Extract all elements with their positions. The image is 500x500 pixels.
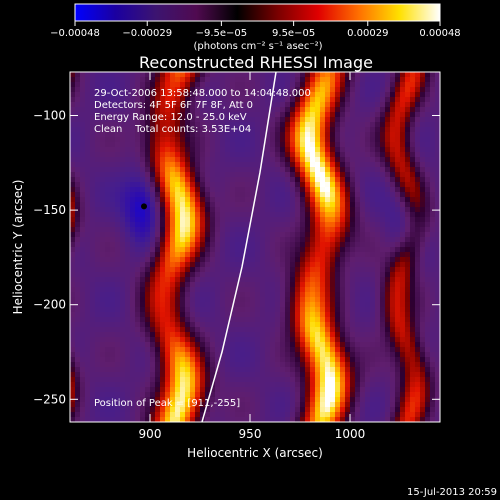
colorbar-tick-label: 9.5e−05 <box>272 28 315 39</box>
colorbar-tick-label: 0.00029 <box>347 28 388 39</box>
heatmap-image <box>70 72 440 422</box>
colorbar-units: (photons cm⁻² s⁻¹ asec⁻²) <box>193 41 322 52</box>
y-axis-label: Heliocentric Y (arcsec) <box>11 180 25 315</box>
peak-marker <box>141 203 147 210</box>
footer-timestamp: 15-Jul-2013 20:59 <box>407 487 497 498</box>
plot-frame <box>69 71 441 423</box>
colorbar <box>74 3 441 22</box>
colorbar-tick-label: −9.5e−05 <box>196 28 248 39</box>
annotation-time-range: 29-Oct-2006 13:58:48.000 to 14:04:48.000 <box>94 88 311 99</box>
axis-ticks: 900 950 1000 −100 −150 −200 −250 <box>33 72 440 441</box>
colorbar-tick-label: 0.00048 <box>419 28 460 39</box>
peak-position-label: Position of Peak = [911,-255] <box>94 398 241 409</box>
x-tick-label: 900 <box>139 427 162 441</box>
solar-limb-curve <box>201 72 277 422</box>
y-tick-label: −100 <box>33 109 66 123</box>
chart-title: Reconstructed RHESSI Image <box>139 53 373 72</box>
annotation-clean-counts: Clean Total counts: 3.53E+04 <box>94 124 252 135</box>
plot-area: 900 950 1000 −100 −150 −200 −250 <box>33 71 441 441</box>
y-tick-label: −150 <box>33 203 66 217</box>
annotation-energy-range: Energy Range: 12.0 - 25.0 keV <box>94 112 247 123</box>
x-axis-label: Heliocentric X (arcsec) <box>187 446 323 460</box>
colorbar-tick-label: −0.00029 <box>122 28 172 39</box>
colorbar-ticks: −0.00048 −0.00029 −9.5e−05 9.5e−05 0.00029 0.… <box>50 21 461 39</box>
y-tick-label: −250 <box>33 392 66 406</box>
x-tick-label: 950 <box>239 427 262 441</box>
y-tick-label: −200 <box>33 298 66 312</box>
annotation-detectors: Detectors: 4F 5F 6F 7F 8F, Att 0 <box>94 100 254 111</box>
x-tick-label: 1000 <box>335 427 366 441</box>
colorbar-tick-label: −0.00048 <box>50 28 100 39</box>
